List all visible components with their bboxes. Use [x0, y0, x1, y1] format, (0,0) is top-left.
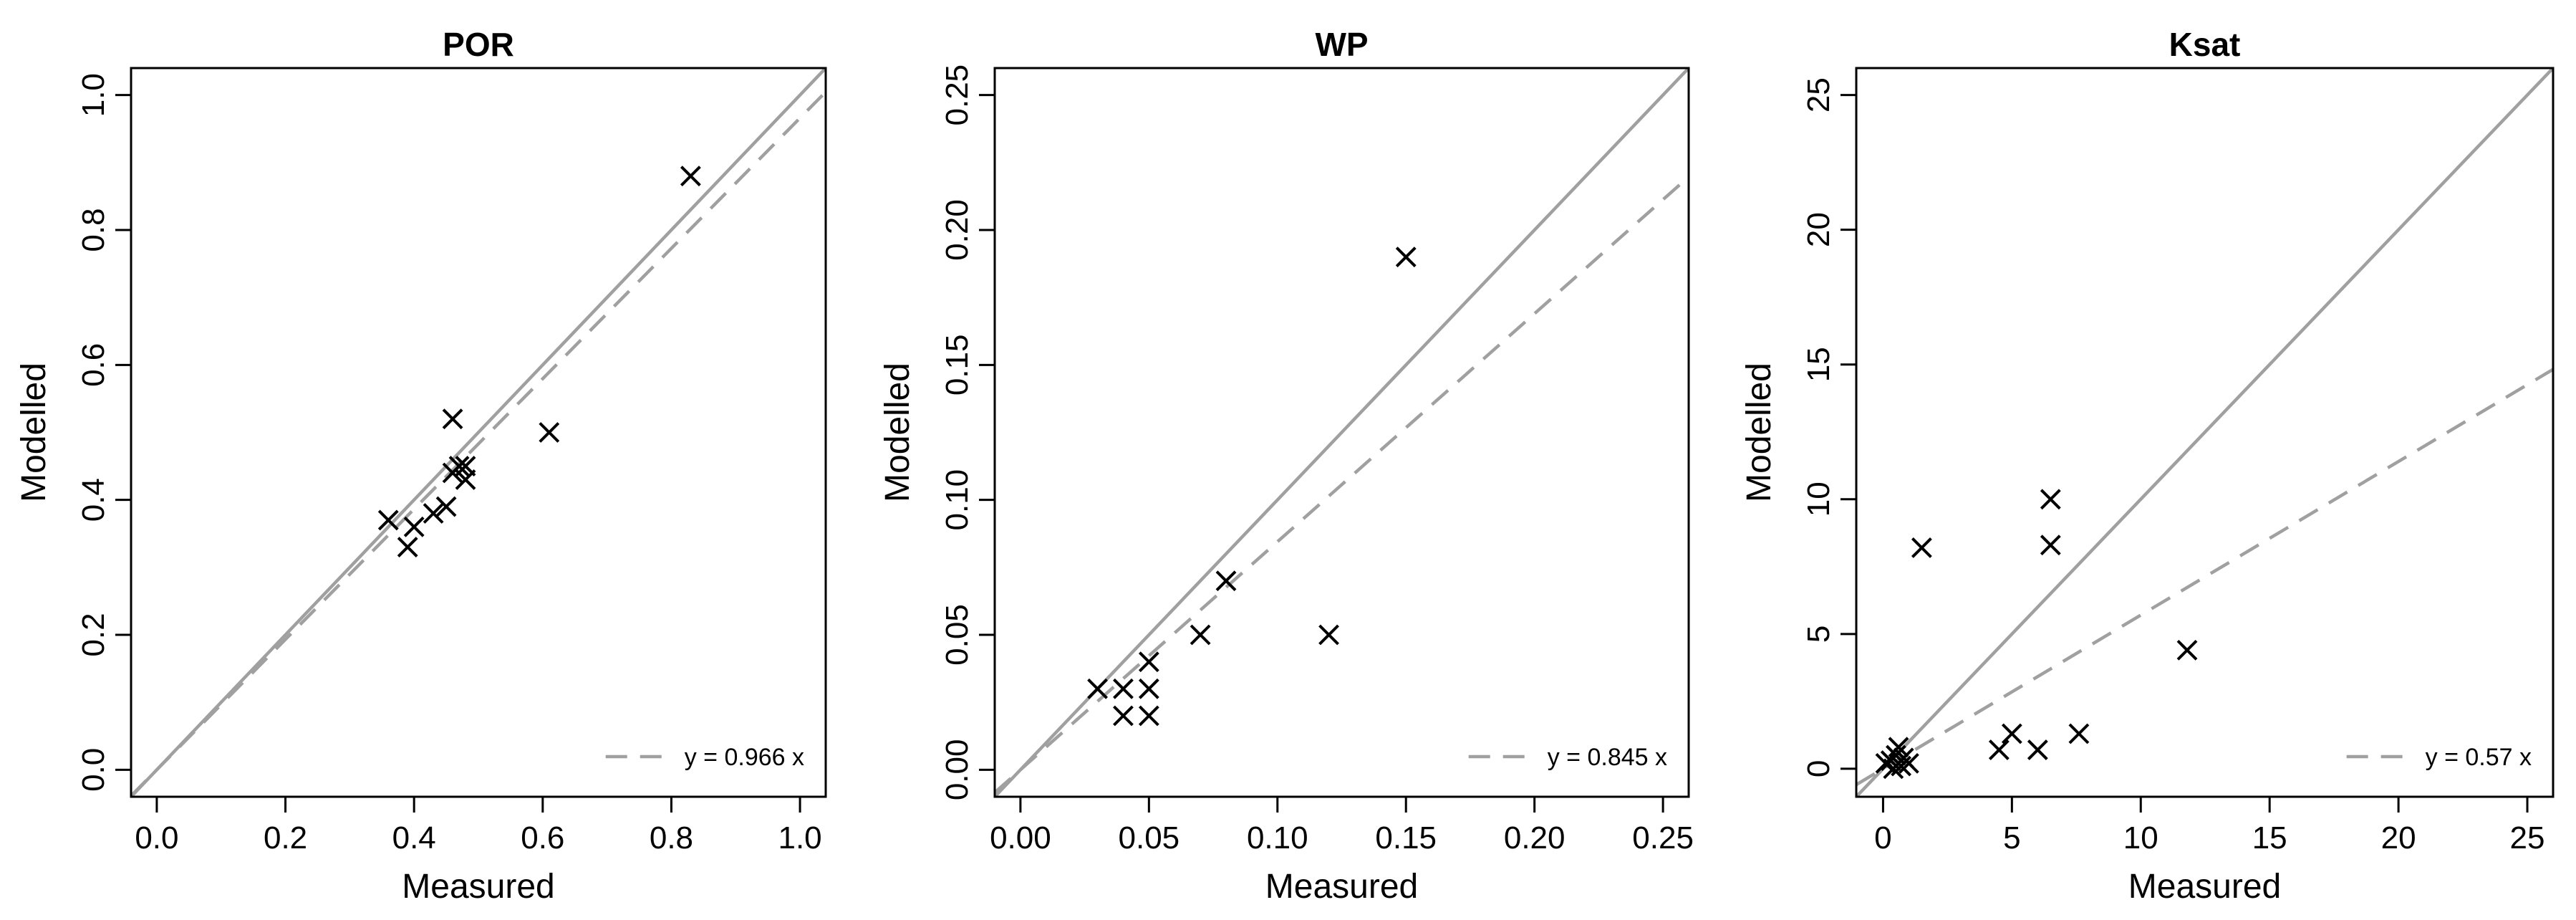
- data-point: [377, 509, 399, 531]
- data-point: [2040, 535, 2061, 556]
- data-point: [397, 537, 418, 557]
- y-axis-label: Modelled: [1740, 363, 1778, 502]
- data-point: [1113, 705, 1134, 727]
- x-tick-label: 0.8: [650, 820, 693, 856]
- data-point: [680, 166, 701, 187]
- legend: y = 0.845 x: [1468, 744, 1667, 771]
- y-tick-label: 0.0: [76, 748, 111, 792]
- panel-wp: WP 0.00 0.05 0.10 0.15 0.20 0.25 0.00 0.05 0.10 0.…: [879, 26, 1694, 906]
- data-point: [2176, 639, 2198, 661]
- data-point: [1138, 678, 1159, 699]
- one-to-one-line: [131, 68, 826, 797]
- x-tick-label: 0.25: [1632, 820, 1694, 856]
- x-tick-label: 0.6: [521, 820, 564, 856]
- data-point: [1138, 651, 1159, 673]
- data-point: [403, 516, 425, 537]
- fit-line: [131, 90, 826, 797]
- x-tick-label: 25: [2510, 820, 2545, 856]
- fit-line: [995, 176, 1689, 794]
- x-tick-label: 15: [2252, 820, 2287, 856]
- data-point: [1988, 739, 2010, 760]
- y-tick-label: 25: [1801, 77, 1836, 112]
- x-axis-label: Measured: [402, 868, 554, 906]
- x-tick-label: 0.00: [990, 820, 1051, 856]
- y-tick-label: 20: [1801, 212, 1836, 247]
- y-tick-label: 1.0: [76, 73, 111, 117]
- x-tick-label: 0.10: [1247, 820, 1308, 856]
- one-to-one-line: [995, 68, 1689, 797]
- data-point: [455, 456, 476, 476]
- plot-frame: [130, 67, 827, 798]
- y-tick-label: 0.8: [76, 208, 111, 251]
- x-tick-label: 20: [2381, 820, 2416, 856]
- y-axis-label: Modelled: [879, 363, 917, 502]
- y-tick-label: 0.25: [940, 64, 975, 126]
- plot-frame: [993, 67, 1690, 798]
- x-tick-label: 0.0: [135, 820, 178, 856]
- x-tick-label: 0.4: [392, 820, 436, 856]
- x-tick-label: 0.05: [1119, 820, 1180, 856]
- legend-label: y = 0.57 x: [2426, 744, 2532, 771]
- plot-frame: [1855, 67, 2555, 798]
- y-tick-label: 5: [1801, 626, 1836, 643]
- data-point: [435, 496, 457, 517]
- data-point: [2068, 723, 2090, 744]
- data-point: [1898, 752, 1919, 774]
- x-tick-label: 0: [1874, 820, 1891, 856]
- data-point: [1138, 705, 1159, 727]
- x-axis-label: Measured: [1265, 868, 1418, 906]
- data-point: [539, 422, 560, 443]
- data-point: [2001, 723, 2022, 744]
- y-tick-label: 10: [1801, 481, 1836, 517]
- y-tick-label: 15: [1801, 347, 1836, 382]
- x-tick-label: 0.20: [1504, 820, 1566, 856]
- x-tick-label: 5: [2003, 820, 2020, 856]
- one-to-one-line: [1856, 68, 2553, 797]
- legend-label: y = 0.966 x: [685, 744, 804, 771]
- data-point: [1911, 537, 1932, 558]
- legend: y = 0.57 x: [2346, 744, 2532, 771]
- legend-label: y = 0.845 x: [1548, 744, 1667, 771]
- x-tick-label: 0.2: [264, 820, 307, 856]
- data-point: [2040, 489, 2061, 510]
- x-tick-label: 10: [2123, 820, 2158, 856]
- x-tick-label: 0.15: [1375, 820, 1437, 856]
- chart-title: Ksat: [2169, 26, 2241, 63]
- y-tick-label: 0.05: [940, 604, 975, 666]
- y-tick-label: 0.15: [940, 335, 975, 396]
- data-point: [448, 456, 470, 476]
- data-point: [1190, 624, 1211, 646]
- y-tick-label: 0.2: [76, 613, 111, 656]
- y-tick-label: 0.20: [940, 199, 975, 261]
- data-point: [2027, 739, 2048, 760]
- chart-title: POR: [443, 26, 514, 63]
- data-point: [442, 408, 463, 430]
- chart-title: WP: [1315, 26, 1368, 63]
- data-point: [1215, 570, 1237, 592]
- data-point: [1395, 246, 1417, 268]
- y-tick-label: 0.6: [76, 343, 111, 387]
- panel-por: POR 0.0 0.2 0.4 0.6 0.8 1.0 0.0 0.2 0.4 0.6 0.8 1.0 M…: [15, 26, 827, 906]
- data-point: [1888, 737, 1909, 758]
- legend: y = 0.966 x: [605, 744, 804, 771]
- y-tick-label: 0.10: [940, 469, 975, 531]
- x-tick-label: 1.0: [778, 820, 821, 856]
- y-tick-label: 0: [1801, 760, 1836, 777]
- y-axis-label: Modelled: [15, 363, 53, 502]
- data-point: [1087, 678, 1108, 699]
- panel-ksat: Ksat 0 5 10 15 20 25 0 5 10 15 20 25 Measured Modelled…: [1740, 26, 2555, 906]
- data-point: [1113, 678, 1134, 699]
- data-point: [1318, 624, 1339, 646]
- y-tick-label: 0.00: [940, 739, 975, 801]
- data-point: [423, 503, 444, 524]
- y-tick-label: 0.4: [76, 478, 111, 522]
- x-axis-label: Measured: [2128, 868, 2281, 906]
